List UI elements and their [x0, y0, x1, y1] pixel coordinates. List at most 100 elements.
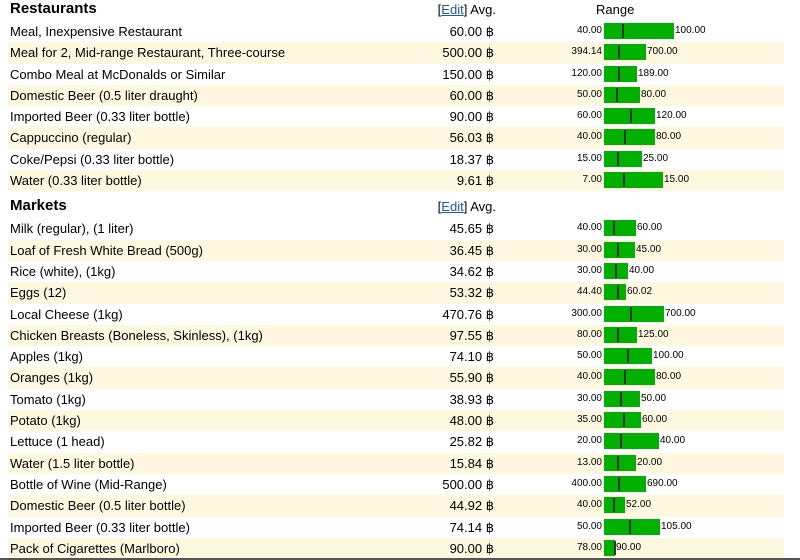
- avg-marker: [630, 306, 632, 321]
- range-bar: [604, 412, 641, 429]
- item-name: Bottle of Wine (Mid-Range): [10, 476, 167, 492]
- avg-price: 34.62 ฿: [449, 263, 494, 279]
- avg-price: 36.45 ฿: [449, 242, 494, 258]
- range-high: 80.00: [641, 88, 667, 100]
- range-high: 60.00: [637, 222, 663, 234]
- range-bar: [604, 433, 659, 450]
- range-low: 394.14: [571, 46, 602, 58]
- table-row: Local Cheese (1kg) 470.76 ฿ 300.00 700.00: [8, 304, 784, 325]
- avg-marker: [618, 66, 620, 81]
- range-low: 120.00: [571, 67, 602, 79]
- range-low: 30.00: [576, 392, 602, 404]
- avg-marker: [613, 498, 615, 513]
- table-row: Chicken Breasts (Boneless, Skinless), (1…: [8, 324, 784, 347]
- range-high: 100.00: [653, 350, 684, 362]
- avg-marker: [624, 130, 626, 145]
- section-header-restaurants: Restaurants [Edit] Avg. Range: [8, 0, 784, 21]
- avg-marker: [627, 349, 629, 364]
- table-row: Domestic Beer (0.5 liter bottle) 44.92 ฿ 4…: [8, 495, 784, 517]
- avg-marker: [615, 263, 617, 278]
- avg-price: 150.00 ฿: [442, 66, 494, 82]
- range-high: 80.00: [656, 371, 682, 383]
- range-low: 50.00: [576, 88, 602, 100]
- range-bar: [604, 262, 628, 279]
- avg-marker: [630, 109, 632, 124]
- range-high: 40.00: [660, 435, 686, 447]
- edit-link[interactable]: Edit: [441, 199, 464, 215]
- avg-marker: [623, 413, 625, 428]
- avg-marker: [618, 45, 620, 60]
- item-name: Rice (white), (1kg): [10, 263, 116, 279]
- avg-price: 500.00 ฿: [442, 476, 494, 492]
- avg-price: 44.92 ฿: [449, 498, 494, 514]
- item-name: Meal, Inexpensive Restaurant: [10, 24, 182, 39]
- item-name: Apples (1kg): [10, 349, 83, 365]
- range-bar: [604, 65, 637, 82]
- range-bar: [604, 326, 637, 343]
- range-low: 50.00: [576, 520, 602, 532]
- range-low: 60.00: [576, 110, 602, 122]
- range-high: 25.00: [643, 152, 669, 164]
- avg-price: 97.55 ฿: [449, 327, 494, 343]
- item-name: Combo Meal at McDonalds or Similar: [10, 66, 226, 82]
- table-row: Rice (white), (1kg) 34.62 ฿ 30.00 40.00: [8, 261, 784, 282]
- range-low: 40.00: [576, 25, 602, 36]
- avg-price: 56.03 ฿: [449, 130, 494, 146]
- section-header-markets: Markets [Edit] Avg.: [8, 197, 784, 218]
- range-high: 50.00: [641, 392, 667, 404]
- avg-marker: [617, 327, 619, 342]
- avg-marker: [624, 370, 626, 385]
- table-row: Coke/Pepsi (0.33 liter bottle) 18.37 ฿ 15.…: [8, 149, 784, 170]
- range-low: 44.40: [576, 286, 602, 298]
- avg-marker: [617, 455, 619, 470]
- table-row: Milk (regular), (1 liter) 45.65 ฿ 40.00 60.…: [8, 218, 784, 239]
- range-bar: [604, 86, 640, 103]
- range-low: 35.00: [576, 414, 602, 426]
- avg-price: 90.00 ฿: [449, 109, 494, 125]
- item-name: Pack of Cigarettes (Marlboro): [10, 540, 180, 556]
- avg-marker: [629, 519, 631, 534]
- avg-price: 60.00 ฿: [449, 24, 494, 39]
- table-row: Imported Beer (0.33 liter bottle) 90.00 ฿…: [8, 106, 784, 127]
- avg-price: 9.61 ฿: [456, 173, 494, 189]
- item-name: Milk (regular), (1 liter): [10, 221, 134, 237]
- item-name: Coke/Pepsi (0.33 liter bottle): [10, 151, 175, 167]
- avg-header: [Edit] Avg.: [437, 199, 496, 215]
- avg-price: 15.84 ฿: [449, 455, 494, 471]
- range-bar: [604, 390, 640, 407]
- range-low: 40.00: [576, 131, 602, 143]
- range-low: 15.00: [576, 152, 602, 164]
- avg-marker: [617, 285, 619, 300]
- item-name: Eggs (12): [10, 285, 67, 301]
- section-title: Markets: [10, 197, 67, 215]
- item-name: Potato (1kg): [10, 413, 81, 429]
- table-row: Loaf of Fresh White Bread (500g) 36.45 ฿ 3…: [8, 239, 784, 261]
- table-row: Cappuccino (regular) 56.03 ฿ 40.00 80.00: [8, 127, 784, 149]
- range-high: 15.00: [664, 174, 690, 186]
- avg-marker: [618, 476, 620, 491]
- item-name: Tomato (1kg): [10, 391, 86, 407]
- range-low: 13.00: [576, 456, 602, 468]
- edit-link[interactable]: Edit: [441, 2, 464, 17]
- table-row: Eggs (12) 53.32 ฿ 44.40 60.02: [8, 282, 784, 304]
- range-bar: [604, 305, 664, 322]
- range-bar: [604, 284, 626, 301]
- item-name: Cappuccino (regular): [10, 130, 132, 146]
- avg-marker: [614, 540, 616, 555]
- table-row: Water (1.5 liter bottle) 15.84 ฿ 13.00 20.0…: [8, 452, 784, 474]
- range-bar: [604, 150, 642, 167]
- table-row: Pack of Cigarettes (Marlboro) 90.00 ฿ 78.0…: [8, 537, 784, 560]
- avg-marker: [623, 173, 625, 188]
- range-bar: [604, 172, 663, 189]
- range-high: 60.00: [642, 414, 668, 426]
- avg-price: 25.82 ฿: [449, 434, 494, 450]
- avg-marker: [622, 24, 624, 38]
- item-name: Water (0.33 liter bottle): [10, 173, 142, 189]
- range-bar: [604, 539, 616, 556]
- avg-marker: [617, 242, 619, 257]
- avg-price: 38.93 ฿: [449, 391, 494, 407]
- table-row: Imported Beer (0.33 liter bottle) 74.14 ฿…: [8, 517, 784, 538]
- range-high: 700.00: [647, 46, 678, 58]
- table-row: Potato (1kg) 48.00 ฿ 35.00 60.00: [8, 410, 784, 432]
